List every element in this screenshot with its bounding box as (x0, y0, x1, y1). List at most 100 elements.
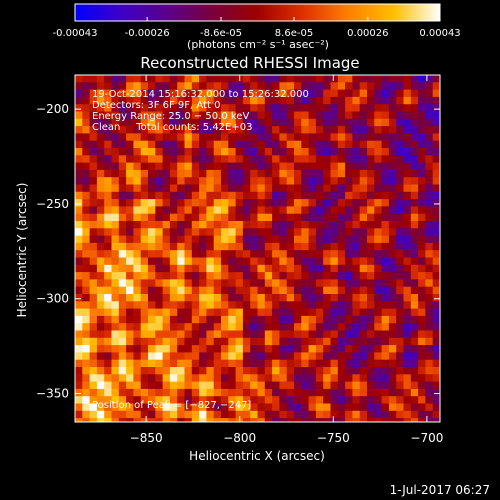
heatmap-cell (388, 388, 397, 397)
heatmap-cell (367, 242, 375, 251)
heatmap-cell (345, 264, 353, 273)
heatmap-cell (191, 82, 200, 90)
heatmap-cell (323, 148, 331, 156)
heatmap-cell (294, 367, 302, 375)
heatmap-cell (279, 388, 288, 397)
heatmap-cell (381, 264, 390, 273)
heatmap-cell (148, 250, 156, 258)
heatmap-cell (388, 213, 397, 222)
heatmap-cell (359, 279, 368, 288)
heatmap-cell (96, 323, 105, 331)
heatmap-cell (352, 133, 361, 142)
heatmap-cell (403, 169, 412, 178)
heatmap-cell (388, 308, 397, 317)
heatmap-cell (140, 264, 149, 273)
heatmap-cell (235, 308, 244, 317)
heatmap-cell (177, 410, 185, 419)
heatmap-cell (388, 228, 397, 236)
heatmap-cell (367, 272, 375, 280)
heatmap-cell (155, 279, 163, 288)
heatmap-cell (89, 126, 98, 134)
heatmap-cell (257, 330, 266, 339)
heatmap-cell (367, 89, 375, 98)
heatmap-cell (432, 337, 440, 346)
heatmap-cell (301, 228, 309, 236)
heatmap-cell (213, 221, 222, 229)
heatmap-cell (367, 374, 375, 382)
heatmap-cell (352, 221, 361, 229)
heatmap-cell (418, 235, 426, 244)
heatmap-cell (169, 323, 178, 331)
heatmap-cell (286, 213, 295, 222)
heatmap-cell (367, 345, 375, 353)
heatmap-cell (323, 235, 331, 244)
heatmap-cell (425, 148, 434, 156)
heatmap-cell (155, 89, 163, 98)
heatmap-cell (133, 126, 142, 134)
heatmap-cell (199, 352, 207, 361)
heatmap-cell (257, 199, 266, 207)
heatmap-cell (191, 250, 200, 258)
heatmap-cell (330, 381, 339, 390)
heatmap-cell (126, 199, 134, 207)
heatmap-cell (257, 315, 266, 324)
heatmap-cell (228, 89, 236, 98)
heatmap-cell (118, 199, 127, 207)
heatmap-cell (155, 191, 163, 200)
heatmap-cell (148, 235, 156, 244)
heatmap-cell (184, 133, 193, 142)
heatmap-cell (432, 367, 440, 375)
heatmap-cell (75, 75, 83, 83)
heatmap-cell (199, 221, 207, 229)
heatmap-cell (75, 82, 83, 90)
heatmap-cell (82, 221, 90, 229)
heatmap-cell (381, 184, 390, 193)
heatmap-cell (213, 396, 222, 404)
heatmap-cell (272, 345, 280, 353)
heatmap-cell (235, 191, 244, 200)
heatmap-cell (221, 162, 229, 171)
heatmap-cell (308, 96, 317, 105)
heatmap-cell (345, 140, 353, 149)
heatmap-cell (264, 396, 273, 404)
heatmap-cell (323, 388, 331, 397)
heatmap-cell (403, 352, 412, 361)
heatmap-cell (89, 279, 98, 288)
heatmap-cell (162, 228, 171, 236)
heatmap-cell (367, 315, 375, 324)
heatmap-cell (352, 352, 361, 361)
heatmap-cell (367, 330, 375, 339)
heatmap-cell (396, 82, 404, 90)
heatmap-cell (315, 111, 324, 120)
y-tick-label: −300 (36, 292, 69, 306)
heatmap-cell (75, 410, 83, 419)
heatmap-cell (396, 118, 404, 127)
heatmap-cell (82, 104, 90, 112)
heatmap-cell (337, 155, 346, 163)
heatmap-cell (206, 199, 215, 207)
heatmap-cell (184, 308, 193, 317)
heatmap-cell (337, 301, 346, 309)
heatmap-cell (126, 264, 134, 273)
heatmap-cell (337, 315, 346, 324)
heatmap-cell (191, 206, 200, 215)
heatmap-cell (111, 96, 120, 105)
heatmap-cell (89, 169, 98, 178)
heatmap-cell (345, 104, 353, 112)
heatmap-cell (257, 118, 266, 127)
heatmap-cell (272, 308, 280, 317)
heatmap-cell (96, 301, 105, 309)
heatmap-cell (242, 126, 251, 134)
heatmap-cell (345, 184, 353, 193)
heatmap-cell (250, 352, 258, 361)
heatmap-cell (410, 308, 419, 317)
heatmap-cell (272, 367, 280, 375)
heatmap-cell (337, 177, 346, 185)
heatmap-cell (250, 221, 258, 229)
heatmap-cell (396, 199, 404, 207)
heatmap-cell (221, 264, 229, 273)
heatmap-cell (184, 301, 193, 309)
heatmap-cell (359, 396, 368, 404)
heatmap-cell (235, 96, 244, 105)
heatmap-cell (337, 396, 346, 404)
